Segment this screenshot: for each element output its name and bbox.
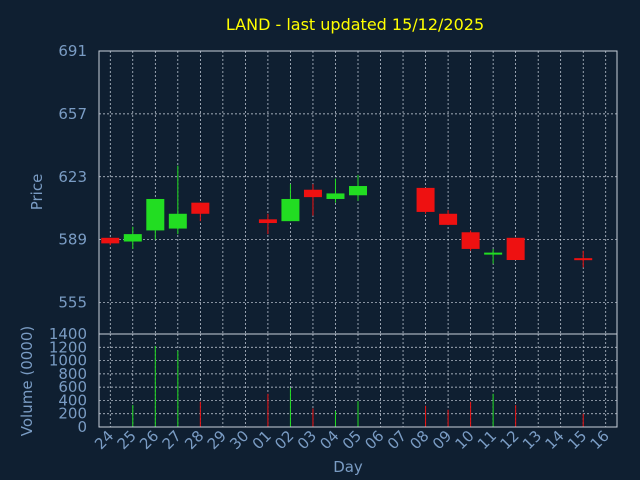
volume-tick-label: 600: [58, 378, 87, 396]
candle-body: [303, 189, 322, 198]
candle-body: [146, 198, 165, 231]
candle-body: [123, 234, 142, 242]
volume-axis-label: Volume (0000): [18, 326, 36, 436]
candle-body: [461, 232, 480, 249]
price-axis-label: Price: [28, 174, 46, 211]
candle-body: [326, 193, 345, 199]
candle-body: [484, 252, 503, 255]
volume-tick-label: 1400: [49, 325, 87, 343]
candle-body: [168, 213, 187, 229]
candle-body: [574, 258, 593, 261]
candle-body: [439, 213, 458, 225]
price-panel: 555 589 623 657 691: [58, 42, 618, 335]
volume-tick-label: 1200: [49, 338, 87, 356]
candle-body: [101, 237, 120, 244]
candle-body: [349, 186, 367, 196]
price-tick-label: 589: [58, 231, 87, 249]
candle-body: [258, 219, 277, 224]
volume-tick-label: 400: [58, 391, 87, 409]
candle-body: [191, 202, 210, 214]
volume-tick-label: 200: [58, 405, 87, 423]
x-axis-ticks: 2425262728293001020304050607080910111213…: [91, 427, 613, 453]
volume-plot-frame: [98, 333, 618, 428]
x-tick-label: 16: [587, 427, 613, 453]
x-axis-label: Day: [333, 458, 363, 476]
candle-body: [281, 198, 300, 222]
price-tick-label: 691: [58, 42, 87, 60]
candle-body: [506, 237, 525, 261]
price-tick-label: 623: [58, 168, 87, 186]
volume-tick-label: 1000: [49, 352, 87, 370]
price-tick-label: 657: [58, 105, 87, 123]
candle-body: [416, 187, 435, 212]
chart-title: LAND - last updated 15/12/2025: [226, 15, 484, 34]
price-tick-label: 555: [58, 294, 87, 312]
volume-tick-label: 800: [58, 365, 87, 383]
volume-tick-label: 0: [77, 418, 87, 436]
